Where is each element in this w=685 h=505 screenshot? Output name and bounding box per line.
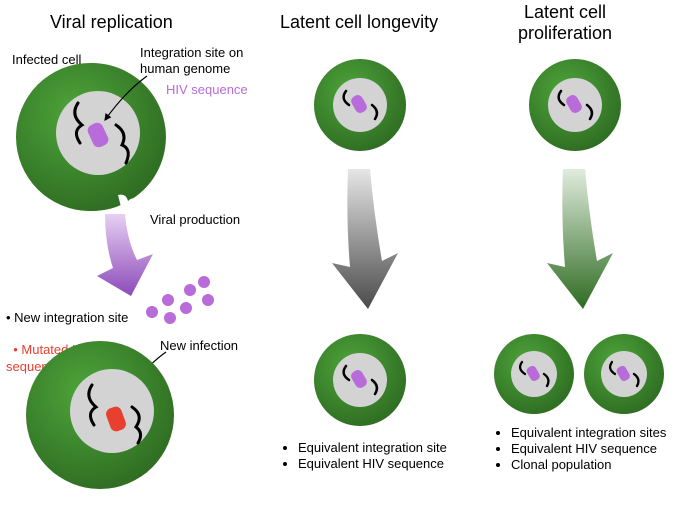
latent-cell-top xyxy=(310,55,410,155)
pointer-arrow-1 xyxy=(95,72,165,132)
label-viral-production: Viral production xyxy=(150,212,240,228)
label-infected-cell: Infected cell xyxy=(12,52,81,68)
prolif-cell-right xyxy=(580,330,668,418)
prolif-cell-left xyxy=(490,330,578,418)
label-hiv-sequence: HIV sequence xyxy=(166,82,248,98)
latent-cell-bottom xyxy=(310,330,410,430)
col3-bullets: Equivalent integration sites Equivalent … xyxy=(495,425,666,473)
label-new-integration: • New integration site xyxy=(6,310,128,326)
arrow-green xyxy=(535,165,615,315)
viral-particles xyxy=(140,270,230,330)
col2-title: Latent cell longevity xyxy=(280,12,438,33)
arrow-gray xyxy=(320,165,400,315)
col3-title: Latent cell proliferation xyxy=(518,2,612,44)
infected-cell-bottom xyxy=(20,335,180,495)
prolif-cell-top xyxy=(525,55,625,155)
col1-title: Viral replication xyxy=(50,12,173,33)
col2-bullets: Equivalent integration site Equivalent H… xyxy=(282,440,447,472)
